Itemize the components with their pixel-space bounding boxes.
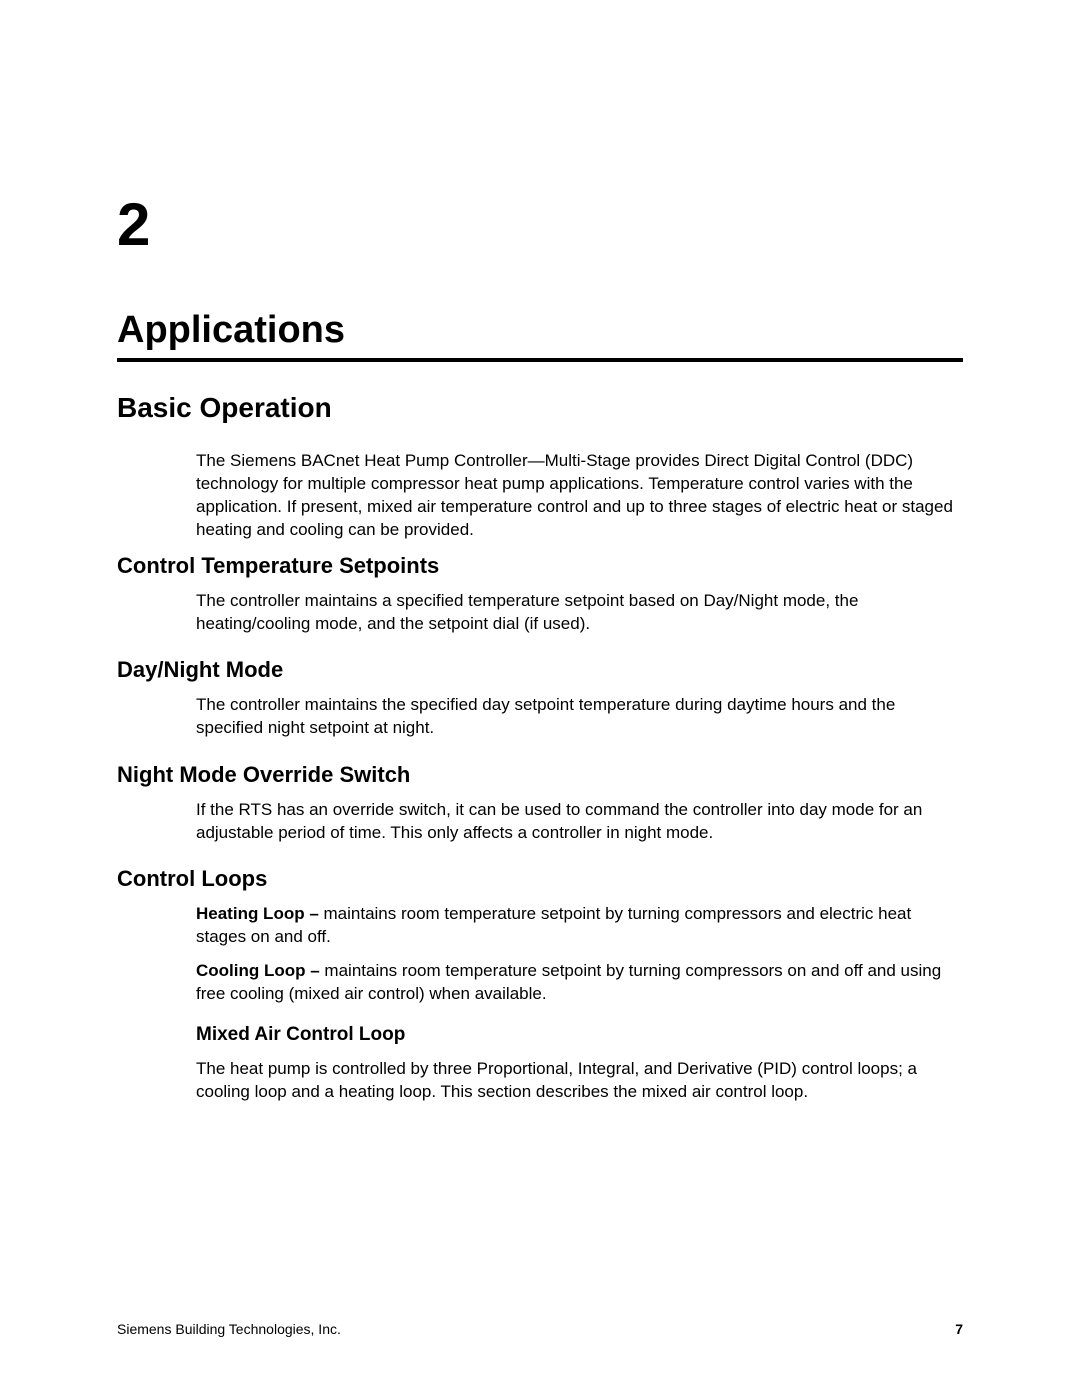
cooling-loop-label: Cooling Loop – xyxy=(196,961,324,980)
heating-loop-label: Heating Loop – xyxy=(196,904,324,923)
footer-page-number: 7 xyxy=(955,1321,963,1337)
heading-control-loops: Control Loops xyxy=(117,866,267,892)
page: 2 Applications Basic Operation The Sieme… xyxy=(0,0,1080,1397)
para-cts: The controller maintains a specified tem… xyxy=(196,590,966,636)
para-intro: The Siemens BACnet Heat Pump Controller—… xyxy=(196,450,966,542)
heading-mixed-air-control-loop: Mixed Air Control Loop xyxy=(196,1024,405,1046)
para-heating-loop: Heating Loop – maintains room temperatur… xyxy=(196,903,966,949)
para-dnm: The controller maintains the specified d… xyxy=(196,694,966,740)
title-rule xyxy=(117,358,963,362)
para-nmos: If the RTS has an override switch, it ca… xyxy=(196,799,966,845)
heading-control-temp-setpoints: Control Temperature Setpoints xyxy=(117,553,439,579)
para-cooling-loop: Cooling Loop – maintains room temperatur… xyxy=(196,960,966,1006)
heading-basic-operation: Basic Operation xyxy=(117,392,332,424)
para-macl: The heat pump is controlled by three Pro… xyxy=(196,1058,966,1104)
heading-night-mode-override: Night Mode Override Switch xyxy=(117,762,410,788)
heading-day-night-mode: Day/Night Mode xyxy=(117,657,283,683)
chapter-number: 2 xyxy=(117,195,150,255)
footer-company: Siemens Building Technologies, Inc. xyxy=(117,1321,341,1337)
chapter-title: Applications xyxy=(117,310,345,352)
